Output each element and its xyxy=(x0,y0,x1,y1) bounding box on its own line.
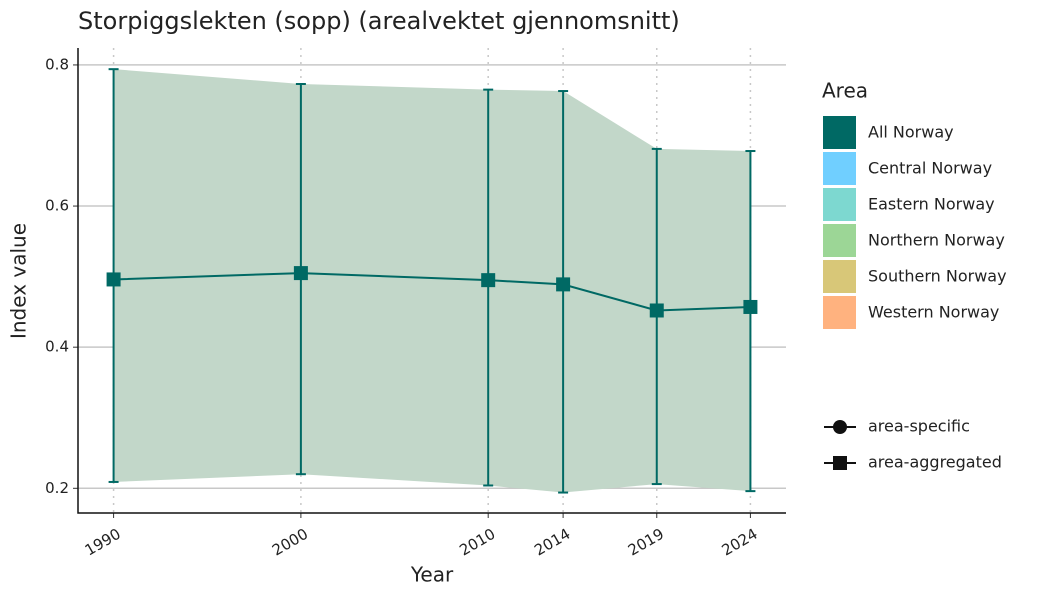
point xyxy=(649,303,664,318)
point xyxy=(556,277,571,292)
legend-swatch xyxy=(823,296,856,329)
chart-title: Storpiggslekten (sopp) (arealvektet gjen… xyxy=(78,7,680,35)
y-axis-label: Index value xyxy=(7,223,31,339)
point xyxy=(106,272,121,287)
legend-title: Area xyxy=(822,79,868,103)
x-tick-label: 1990 xyxy=(82,525,124,560)
legend-swatch xyxy=(823,116,856,149)
legend-label: Southern Norway xyxy=(868,267,1007,286)
legend-swatch xyxy=(823,188,856,221)
legend-swatch xyxy=(823,224,856,257)
legend-label: All Norway xyxy=(868,123,954,142)
legend-label: area-aggregated xyxy=(868,453,1002,472)
legend-swatch xyxy=(823,152,856,185)
legend-swatch xyxy=(823,260,856,293)
x-tick-label: 2010 xyxy=(456,525,498,560)
y-tick-label: 0.6 xyxy=(45,197,69,215)
y-tick-label: 0.8 xyxy=(45,55,69,73)
legend-key-shape xyxy=(833,456,847,470)
x-tick-label: 2014 xyxy=(531,525,573,560)
legend-label: area-specific xyxy=(868,417,970,436)
series-line xyxy=(113,272,751,312)
legend-key-shape xyxy=(833,420,847,434)
x-tick-label: 2000 xyxy=(269,525,311,560)
y-tick-label: 0.4 xyxy=(45,338,69,356)
legend-label: Western Norway xyxy=(868,303,999,322)
legend-label: Eastern Norway xyxy=(868,195,995,214)
point xyxy=(743,299,758,314)
point xyxy=(481,273,496,288)
confidence-band xyxy=(113,69,751,493)
x-tick-label: 2024 xyxy=(719,525,761,560)
x-axis-label: Year xyxy=(410,563,454,587)
x-tick-label: 2019 xyxy=(625,525,667,560)
axis-line xyxy=(77,48,786,514)
legend-label: Central Norway xyxy=(868,159,992,178)
y-tick-label: 0.2 xyxy=(45,479,69,497)
point xyxy=(293,266,308,281)
legend-label: Northern Norway xyxy=(868,231,1005,250)
